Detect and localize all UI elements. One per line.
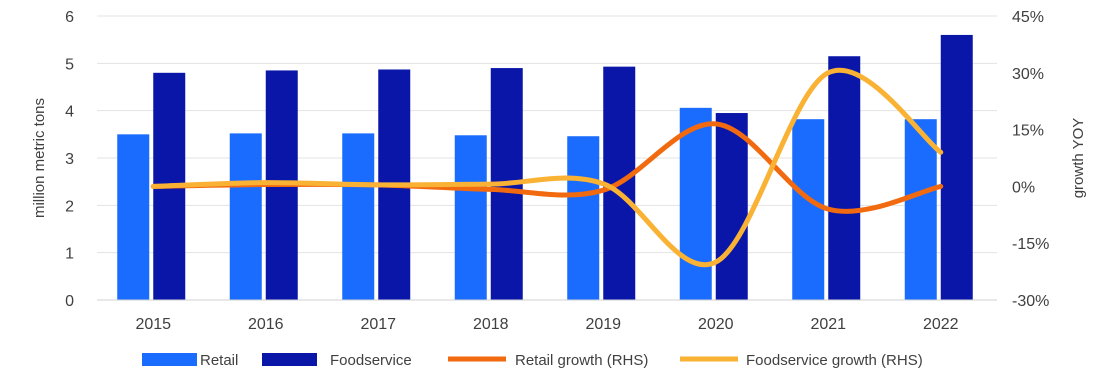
y2-axis-title: growth YOY	[1070, 118, 1087, 199]
x-axis-ticks: 2015 2016 2017 2018 2019 2020 2021 2022	[135, 316, 958, 333]
bar-retail	[679, 107, 712, 301]
x-tick-label: 2021	[810, 316, 846, 333]
bar-foodservice	[828, 56, 861, 300]
legend-swatch	[262, 353, 317, 366]
legend-label: Foodservice growth (RHS)	[746, 352, 923, 369]
bar-retail	[454, 135, 487, 300]
x-tick-label: 2015	[135, 316, 171, 333]
bar-retail	[342, 133, 375, 300]
line-foodservice-growth-rhs	[150, 67, 944, 268]
legend-label: Foodservice	[330, 352, 412, 369]
x-tick-label: 2017	[360, 316, 396, 333]
growth-lines	[150, 67, 944, 268]
y2-axis-ticks: -30% -15% 0% 15% 30% 45%	[1012, 9, 1049, 310]
x-tick-label: 2019	[585, 316, 621, 333]
y-axis-title: million metric tons	[31, 98, 48, 218]
y-tick-label: 2	[65, 198, 74, 215]
y-tick-label: 5	[65, 56, 74, 73]
x-tick-label: 2016	[248, 316, 284, 333]
x-tick-label: 2020	[698, 316, 734, 333]
y-tick-label: 6	[65, 9, 74, 26]
y2-tick-label: -15%	[1012, 236, 1049, 253]
bar-retail	[567, 136, 600, 300]
y-tick-label: 3	[65, 151, 74, 168]
y2-tick-label: 0%	[1012, 179, 1035, 196]
legend-swatch	[142, 353, 197, 366]
legend-label: Retail growth (RHS)	[515, 352, 648, 369]
y-tick-label: 0	[65, 293, 74, 310]
bar-retail	[229, 133, 262, 300]
y2-tick-label: 45%	[1012, 9, 1044, 26]
bar-retail	[904, 119, 937, 300]
bar-foodservice	[715, 113, 748, 301]
bar-retail	[117, 134, 150, 300]
y-tick-label: 4	[65, 104, 74, 121]
x-tick-label: 2022	[923, 316, 959, 333]
x-tick-label: 2018	[473, 316, 509, 333]
bar-foodservice	[940, 34, 973, 300]
y-axis-ticks: 0 1 2 3 4 5 6	[65, 9, 74, 310]
y2-tick-label: 15%	[1012, 123, 1044, 140]
bar-retail	[792, 119, 825, 300]
legend-label: Retail	[200, 352, 238, 369]
y2-tick-label: -30%	[1012, 293, 1049, 310]
y2-tick-label: 30%	[1012, 66, 1044, 83]
legend: Retail Foodservice Retail growth (RHS) Food…	[142, 352, 923, 369]
y-tick-label: 1	[65, 246, 74, 263]
bars	[117, 34, 973, 301]
